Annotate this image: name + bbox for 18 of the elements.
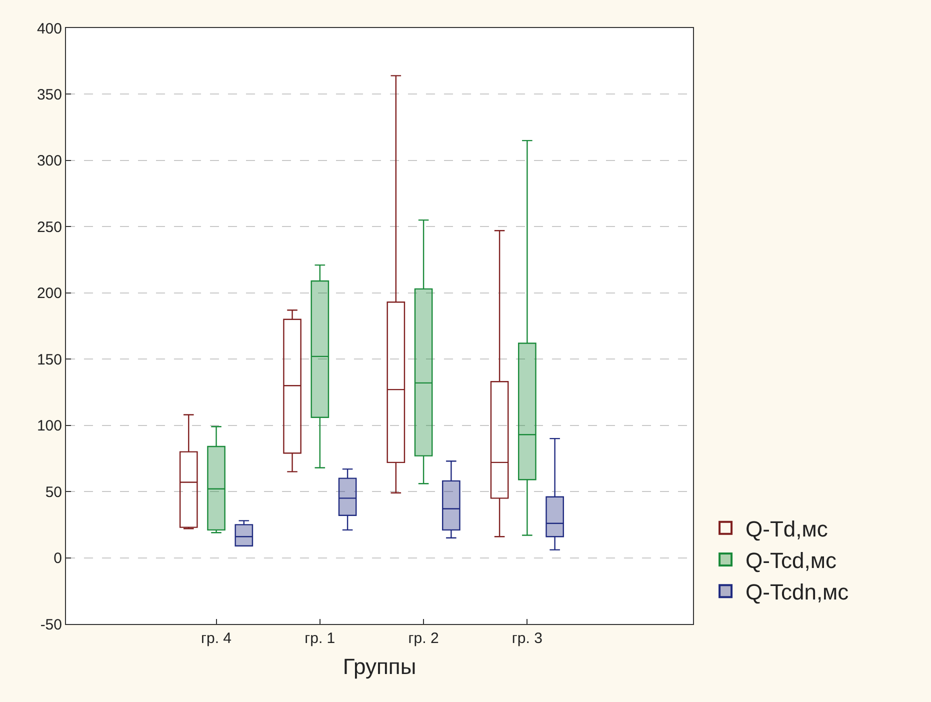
y-tick-label: -50 xyxy=(40,616,62,634)
y-tick-label: 400 xyxy=(36,20,62,38)
legend-label: Q-Tcdn,мс xyxy=(746,580,849,605)
x-tick-label: гр. 3 xyxy=(512,630,542,647)
y-tick-label: 50 xyxy=(45,484,62,501)
y-tick-label: 200 xyxy=(36,285,62,302)
y-tick-label: 150 xyxy=(36,351,62,368)
x-tick-label: гр. 1 xyxy=(304,630,336,647)
y-tick-label: 100 xyxy=(36,418,62,435)
y-tick-label: 300 xyxy=(36,152,62,170)
x-axis-title: Группы xyxy=(342,654,416,679)
legend-label: Q-Tcd,мс xyxy=(746,548,836,574)
x-tick-label: гр. 2 xyxy=(408,630,439,647)
y-tick-label: 0 xyxy=(54,550,62,568)
y-tick-label: 350 xyxy=(36,86,62,104)
legend-label: Q-Td,мс xyxy=(746,516,828,542)
x-tick-label: гр. 4 xyxy=(201,630,232,647)
y-tick-label: 250 xyxy=(36,218,62,236)
